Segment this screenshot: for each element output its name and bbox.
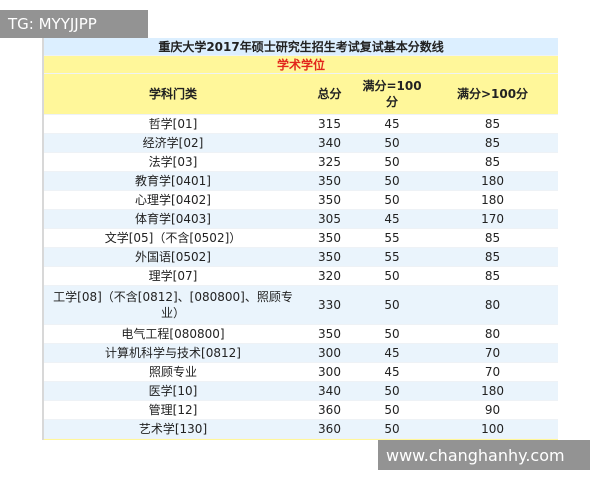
score-cell: 350 <box>302 247 357 267</box>
score-cell: 70 <box>427 343 558 363</box>
subject-cell: 哲学[01] <box>44 114 302 134</box>
table-row: 文学[05]（不含[0502]） 350 55 85 <box>44 228 558 248</box>
subject-cell: 体育学[0403] <box>44 209 302 229</box>
subject-cell: 电气工程[080800] <box>44 324 302 344</box>
table-row: 经济学[02] 340 50 85 <box>44 133 558 153</box>
table-row: 教育学[0401] 350 50 180 <box>44 171 558 191</box>
score-cell: 50 <box>357 324 427 344</box>
table-row: 电气工程[080800] 350 50 80 <box>44 324 558 344</box>
score-cell: 170 <box>427 209 558 229</box>
score-cell: 300 <box>302 343 357 363</box>
score-cell: 180 <box>427 190 558 210</box>
score-cell: 100 <box>427 419 558 439</box>
subject-cell: 经济学[02] <box>44 133 302 153</box>
section-label: 学术学位 <box>44 55 558 74</box>
score-cell: 50 <box>357 400 427 420</box>
score-cell: 85 <box>427 228 558 248</box>
subject-cell: 心理学[0402] <box>44 190 302 210</box>
table-row: 体育学[0403] 305 45 170 <box>44 209 558 229</box>
header-cell: 满分=100分 <box>357 73 427 115</box>
score-cell: 340 <box>302 133 357 153</box>
score-cell: 85 <box>427 247 558 267</box>
subject-cell: 法学[03] <box>44 152 302 172</box>
score-cell: 90 <box>427 400 558 420</box>
score-cell: 50 <box>357 381 427 401</box>
table-row: 工学[08]（不含[0812]、[080800]、照顾专业） 330 50 80 <box>44 285 558 325</box>
table-row: 艺术学[130] 360 50 100 <box>44 419 558 439</box>
subject-cell: 管理[12] <box>44 400 302 420</box>
watermark: TG: MYYJJPP <box>0 10 148 38</box>
score-cell: 350 <box>302 190 357 210</box>
score-cell: 305 <box>302 209 357 229</box>
subject-cell: 外国语[0502] <box>44 247 302 267</box>
score-cell: 315 <box>302 114 357 134</box>
score-cell: 80 <box>427 324 558 344</box>
score-cell: 50 <box>357 133 427 153</box>
score-cell: 45 <box>357 114 427 134</box>
table-row: 哲学[01] 315 45 85 <box>44 114 558 134</box>
table-row: 管理[12] 360 50 90 <box>44 400 558 420</box>
score-cell: 360 <box>302 419 357 439</box>
score-cell: 360 <box>302 400 357 420</box>
score-cell: 180 <box>427 381 558 401</box>
score-cell: 350 <box>302 228 357 248</box>
subject-cell: 照顾专业 <box>44 362 302 382</box>
score-table: 重庆大学2017年硕士研究生招生考试复试基本分数线 学术学位 学科门类 总分 满分=… <box>44 38 558 440</box>
section-row: 学术学位 <box>44 55 558 74</box>
score-cell: 325 <box>302 152 357 172</box>
score-cell: 55 <box>357 228 427 248</box>
title-row: 重庆大学2017年硕士研究生招生考试复试基本分数线 <box>44 38 558 56</box>
score-cell: 80 <box>427 285 558 325</box>
table-body: 重庆大学2017年硕士研究生招生考试复试基本分数线 学术学位 学科门类 总分 满分=… <box>44 38 558 440</box>
score-cell: 55 <box>357 247 427 267</box>
score-cell: 320 <box>302 266 357 286</box>
header-cell: 满分>100分 <box>427 73 558 115</box>
table-row: 照顾专业 300 45 70 <box>44 362 558 382</box>
header-row: 学科门类 总分 满分=100分 满分>100分 <box>44 73 558 115</box>
subject-cell: 计算机科学与技术[0812] <box>44 343 302 363</box>
subject-cell: 教育学[0401] <box>44 171 302 191</box>
score-cell: 70 <box>427 362 558 382</box>
table-row: 医学[10] 340 50 180 <box>44 381 558 401</box>
score-cell: 50 <box>357 419 427 439</box>
subject-cell: 文学[05]（不含[0502]） <box>44 228 302 248</box>
header-cell: 总分 <box>302 73 357 115</box>
subject-cell: 理学[07] <box>44 266 302 286</box>
watermark: www.changhanhy.com <box>378 440 590 470</box>
table-row: 心理学[0402] 350 50 180 <box>44 190 558 210</box>
table-title: 重庆大学2017年硕士研究生招生考试复试基本分数线 <box>44 38 558 56</box>
score-cell: 50 <box>357 190 427 210</box>
subject-cell: 工学[08]（不含[0812]、[080800]、照顾专业） <box>44 285 302 325</box>
score-cell: 300 <box>302 362 357 382</box>
score-cell: 45 <box>357 362 427 382</box>
table-row: 理学[07] 320 50 85 <box>44 266 558 286</box>
table-row: 法学[03] 325 50 85 <box>44 152 558 172</box>
score-cell: 350 <box>302 324 357 344</box>
score-cell: 50 <box>357 266 427 286</box>
subject-cell: 艺术学[130] <box>44 419 302 439</box>
score-cell: 350 <box>302 171 357 191</box>
footer-cell <box>44 438 558 440</box>
header-cell: 学科门类 <box>44 73 302 115</box>
score-cell: 330 <box>302 285 357 325</box>
footer-strip <box>44 438 558 440</box>
table-row: 外国语[0502] 350 55 85 <box>44 247 558 267</box>
score-cell: 45 <box>357 343 427 363</box>
subject-cell: 医学[10] <box>44 381 302 401</box>
score-cell: 85 <box>427 152 558 172</box>
table-frame: 重庆大学2017年硕士研究生招生考试复试基本分数线 学术学位 学科门类 总分 满分=… <box>42 38 558 440</box>
score-cell: 45 <box>357 209 427 229</box>
score-cell: 180 <box>427 171 558 191</box>
score-cell: 50 <box>357 171 427 191</box>
table-row: 计算机科学与技术[0812] 300 45 70 <box>44 343 558 363</box>
score-cell: 85 <box>427 114 558 134</box>
score-cell: 50 <box>357 152 427 172</box>
score-cell: 85 <box>427 133 558 153</box>
score-cell: 85 <box>427 266 558 286</box>
score-cell: 340 <box>302 381 357 401</box>
score-cell: 50 <box>357 285 427 325</box>
